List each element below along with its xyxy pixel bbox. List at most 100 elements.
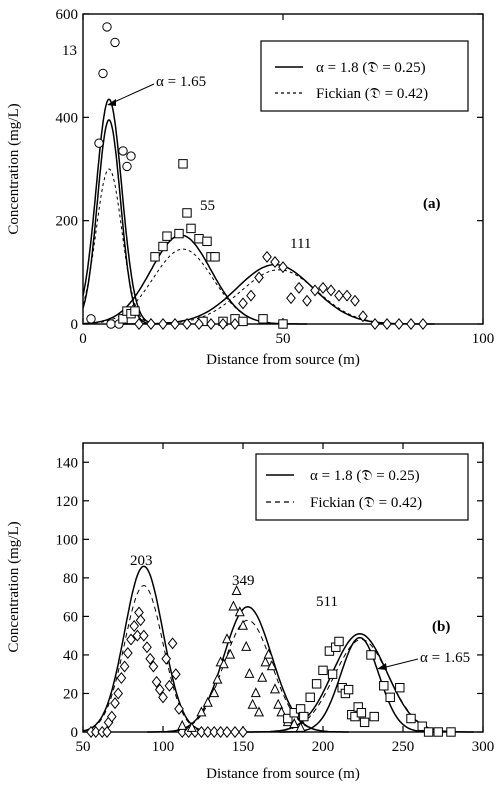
alpha-annotation-a: α = 1.65 bbox=[156, 74, 206, 90]
data-point-square bbox=[318, 665, 328, 676]
data-point-square bbox=[162, 231, 172, 241]
legend-label-solid-b: α = 1.8 (𝔇 = 0.25) bbox=[310, 468, 420, 484]
data-point-triangle bbox=[218, 658, 229, 669]
data-point-triangle bbox=[266, 660, 277, 671]
data-point-diamond bbox=[119, 660, 130, 673]
data-point-diamond bbox=[142, 641, 152, 654]
panel-a: 0 50 100 0 200 400 600 Distance from source (m… bbox=[6, 7, 494, 368]
data-point-triangle bbox=[202, 696, 213, 707]
curve--1-8-peak bbox=[115, 263, 435, 325]
data-point-diamond bbox=[350, 294, 360, 307]
data-point-circle bbox=[126, 151, 136, 161]
alpha-arrow-b bbox=[381, 658, 419, 669]
data-point-diamond bbox=[310, 284, 320, 297]
x-tick-label: 300 bbox=[472, 739, 495, 755]
data-point-diamond bbox=[238, 726, 248, 738]
data-point-diamond bbox=[194, 318, 204, 330]
data-point-diamond bbox=[158, 318, 168, 330]
time-label-511: 511 bbox=[316, 594, 338, 610]
curve--1-8-peak bbox=[82, 234, 307, 325]
data-point-circle bbox=[122, 161, 132, 172]
data-points-a bbox=[86, 22, 428, 330]
data-point-square bbox=[210, 252, 220, 262]
data-point-triangle bbox=[257, 671, 268, 682]
data-point-square bbox=[334, 636, 344, 647]
curve--1-8-peak bbox=[82, 565, 225, 733]
data-point-circle bbox=[86, 314, 96, 324]
data-point-diamond bbox=[394, 318, 404, 330]
curve-fickian-peak bbox=[82, 248, 309, 325]
data-point-triangle bbox=[269, 683, 281, 694]
data-point-diamond bbox=[129, 620, 140, 633]
data-point-circle bbox=[98, 68, 108, 79]
data-point-diamond bbox=[278, 261, 288, 274]
data-point-diamond bbox=[286, 292, 296, 305]
data-point-circle bbox=[106, 319, 116, 329]
data-point-square bbox=[295, 704, 306, 714]
legend-box-b bbox=[255, 453, 469, 521]
time-label-349: 349 bbox=[232, 573, 255, 589]
data-point-diamond bbox=[126, 633, 136, 646]
data-point-diamond bbox=[182, 318, 192, 330]
time-label-203: 203 bbox=[130, 553, 153, 569]
data-point-square bbox=[379, 681, 389, 691]
data-point-diamond bbox=[146, 318, 156, 330]
alpha-arrow-a bbox=[111, 83, 155, 104]
data-point-diamond bbox=[342, 289, 352, 302]
y-tick-label: 200 bbox=[56, 214, 79, 230]
data-point-square bbox=[202, 236, 212, 247]
y-tick-label: 60 bbox=[63, 609, 78, 625]
y-tick-label: 600 bbox=[56, 7, 79, 23]
data-point-square bbox=[278, 319, 288, 329]
y-tick-label: 120 bbox=[56, 494, 79, 510]
data-point-triangle bbox=[177, 719, 188, 730]
panel-label-a: (a) bbox=[423, 196, 441, 212]
curve--1-65-peak bbox=[82, 119, 158, 325]
data-point-diamond bbox=[154, 683, 165, 696]
data-point-square bbox=[299, 711, 309, 722]
data-point-square bbox=[258, 314, 268, 324]
data-point-square bbox=[305, 692, 315, 703]
x-tick-label: 150 bbox=[232, 739, 255, 755]
data-point-square bbox=[178, 159, 188, 169]
data-point-diamond bbox=[202, 726, 213, 738]
x-tick-label: 0 bbox=[79, 331, 87, 347]
legend-label-dashed-a: Fickian (𝔇 = 0.42) bbox=[316, 86, 428, 102]
data-point-triangle bbox=[209, 687, 220, 698]
data-point-square bbox=[359, 717, 370, 728]
data-point-square bbox=[343, 684, 354, 695]
data-point-diamond bbox=[358, 310, 368, 323]
data-point-diamond bbox=[230, 318, 240, 330]
data-point-square bbox=[385, 692, 395, 703]
data-point-diamond bbox=[334, 289, 344, 302]
data-points-b bbox=[86, 585, 456, 738]
data-point-triangle bbox=[221, 633, 233, 644]
curve-fickian-peak bbox=[247, 638, 476, 733]
data-point-diamond bbox=[158, 691, 168, 704]
data-point-diamond bbox=[170, 318, 180, 330]
data-point-diamond bbox=[122, 647, 133, 660]
tick-labels-a: 0 50 100 0 200 400 600 bbox=[56, 7, 495, 347]
data-point-diamond bbox=[209, 726, 220, 738]
tick-labels-b: 50 100 150 200 250 300 0 20 40 60 80 100 120 140 bbox=[56, 455, 495, 755]
x-tick-label: 50 bbox=[276, 331, 291, 347]
data-point-diamond bbox=[132, 629, 143, 642]
data-point-square bbox=[366, 650, 376, 660]
x-tick-label: 100 bbox=[152, 739, 175, 755]
data-point-circle bbox=[102, 22, 112, 32]
y-tick-label: 40 bbox=[63, 648, 78, 664]
alpha-arrowhead-a bbox=[107, 99, 116, 106]
y-tick-label: 20 bbox=[63, 686, 78, 702]
data-point-diamond bbox=[254, 271, 264, 284]
data-point-diamond bbox=[262, 250, 272, 263]
data-point-triangle bbox=[186, 721, 197, 732]
data-point-diamond bbox=[164, 679, 175, 692]
data-point-triangle bbox=[250, 687, 261, 698]
data-point-square bbox=[194, 234, 204, 244]
data-point-diamond bbox=[230, 726, 240, 738]
data-point-triangle bbox=[234, 606, 245, 617]
data-point-square bbox=[186, 223, 196, 234]
data-point-diamond bbox=[206, 318, 216, 330]
x-tick-label: 100 bbox=[472, 331, 495, 347]
